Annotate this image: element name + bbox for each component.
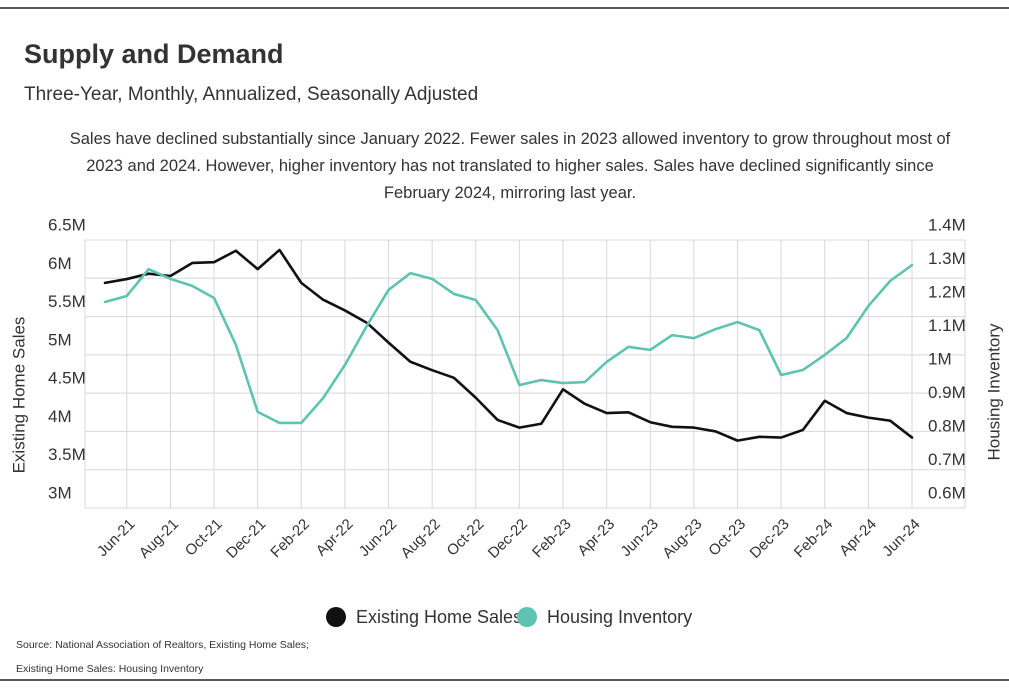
y-tick-label: 6M	[48, 254, 72, 273]
x-tick-label: Dec-21	[223, 516, 269, 562]
y2-tick-label: 0.8M	[928, 416, 966, 435]
x-tick-label: Apr-24	[836, 516, 880, 560]
y2-tick-label: 0.9M	[928, 383, 966, 402]
x-tick-label: Oct-21	[182, 516, 226, 560]
y-axis-label: Existing Home Sales	[9, 317, 28, 474]
x-tick-label: Apr-23	[574, 516, 618, 560]
series-line	[103, 248, 914, 442]
chart-description: Sales have declined substantially since …	[69, 130, 951, 202]
source-line: Source: National Association of Realtors…	[16, 639, 309, 651]
x-tick-label: Oct-23	[705, 516, 749, 560]
y-tick-label: 4M	[48, 407, 72, 426]
x-tick-label: Feb-23	[529, 516, 575, 562]
x-tick-label: Aug-23	[659, 516, 705, 562]
y-tick-label: 3.5M	[48, 445, 86, 464]
y2-tick-label: 1M	[928, 349, 952, 368]
x-tick-label: Dec-23	[747, 516, 793, 562]
x-tick-label: Jun-21	[94, 516, 138, 560]
x-tick-label: Aug-21	[136, 516, 182, 562]
y2-tick-label: 1.2M	[928, 282, 966, 301]
x-tick-label: Apr-22	[313, 516, 357, 560]
x-tick-label: Aug-22	[398, 516, 444, 562]
y-tick-label: 3M	[48, 483, 72, 502]
series-line	[103, 263, 914, 425]
x-tick-label: Jun-23	[617, 516, 661, 560]
x-tick-label: Dec-22	[485, 516, 531, 562]
chart-title: Supply and Demand	[24, 39, 284, 69]
legend-label: Existing Home Sales	[356, 607, 522, 627]
x-tick-label: Oct-22	[444, 516, 488, 560]
y-tick-label: 5M	[48, 330, 72, 349]
x-tick-label: Feb-24	[791, 516, 837, 562]
x-tick-label: Jun-22	[356, 516, 400, 560]
x-tick-label: Feb-22	[267, 516, 313, 562]
y2-tick-label: 1.3M	[928, 249, 966, 268]
y2-tick-label: 0.6M	[928, 483, 966, 502]
chart-subtitle: Three-Year, Monthly, Annualized, Seasona…	[24, 84, 478, 105]
y2-tick-label: 1.1M	[928, 316, 966, 335]
y-tick-label: 5.5M	[48, 292, 86, 311]
y-tick-label: 6.5M	[48, 215, 86, 234]
x-tick-label: Jun-24	[879, 516, 923, 560]
y2-axis-label: Housing Inventory	[984, 323, 1003, 461]
legend-swatch	[517, 607, 537, 627]
y2-tick-label: 1.4M	[928, 215, 966, 234]
legend-label: Housing Inventory	[547, 607, 692, 627]
y2-tick-label: 0.7M	[928, 450, 966, 469]
source-line: Existing Home Sales: Housing Inventory	[16, 663, 204, 675]
y-tick-label: 4.5M	[48, 369, 86, 388]
legend-swatch	[326, 607, 346, 627]
